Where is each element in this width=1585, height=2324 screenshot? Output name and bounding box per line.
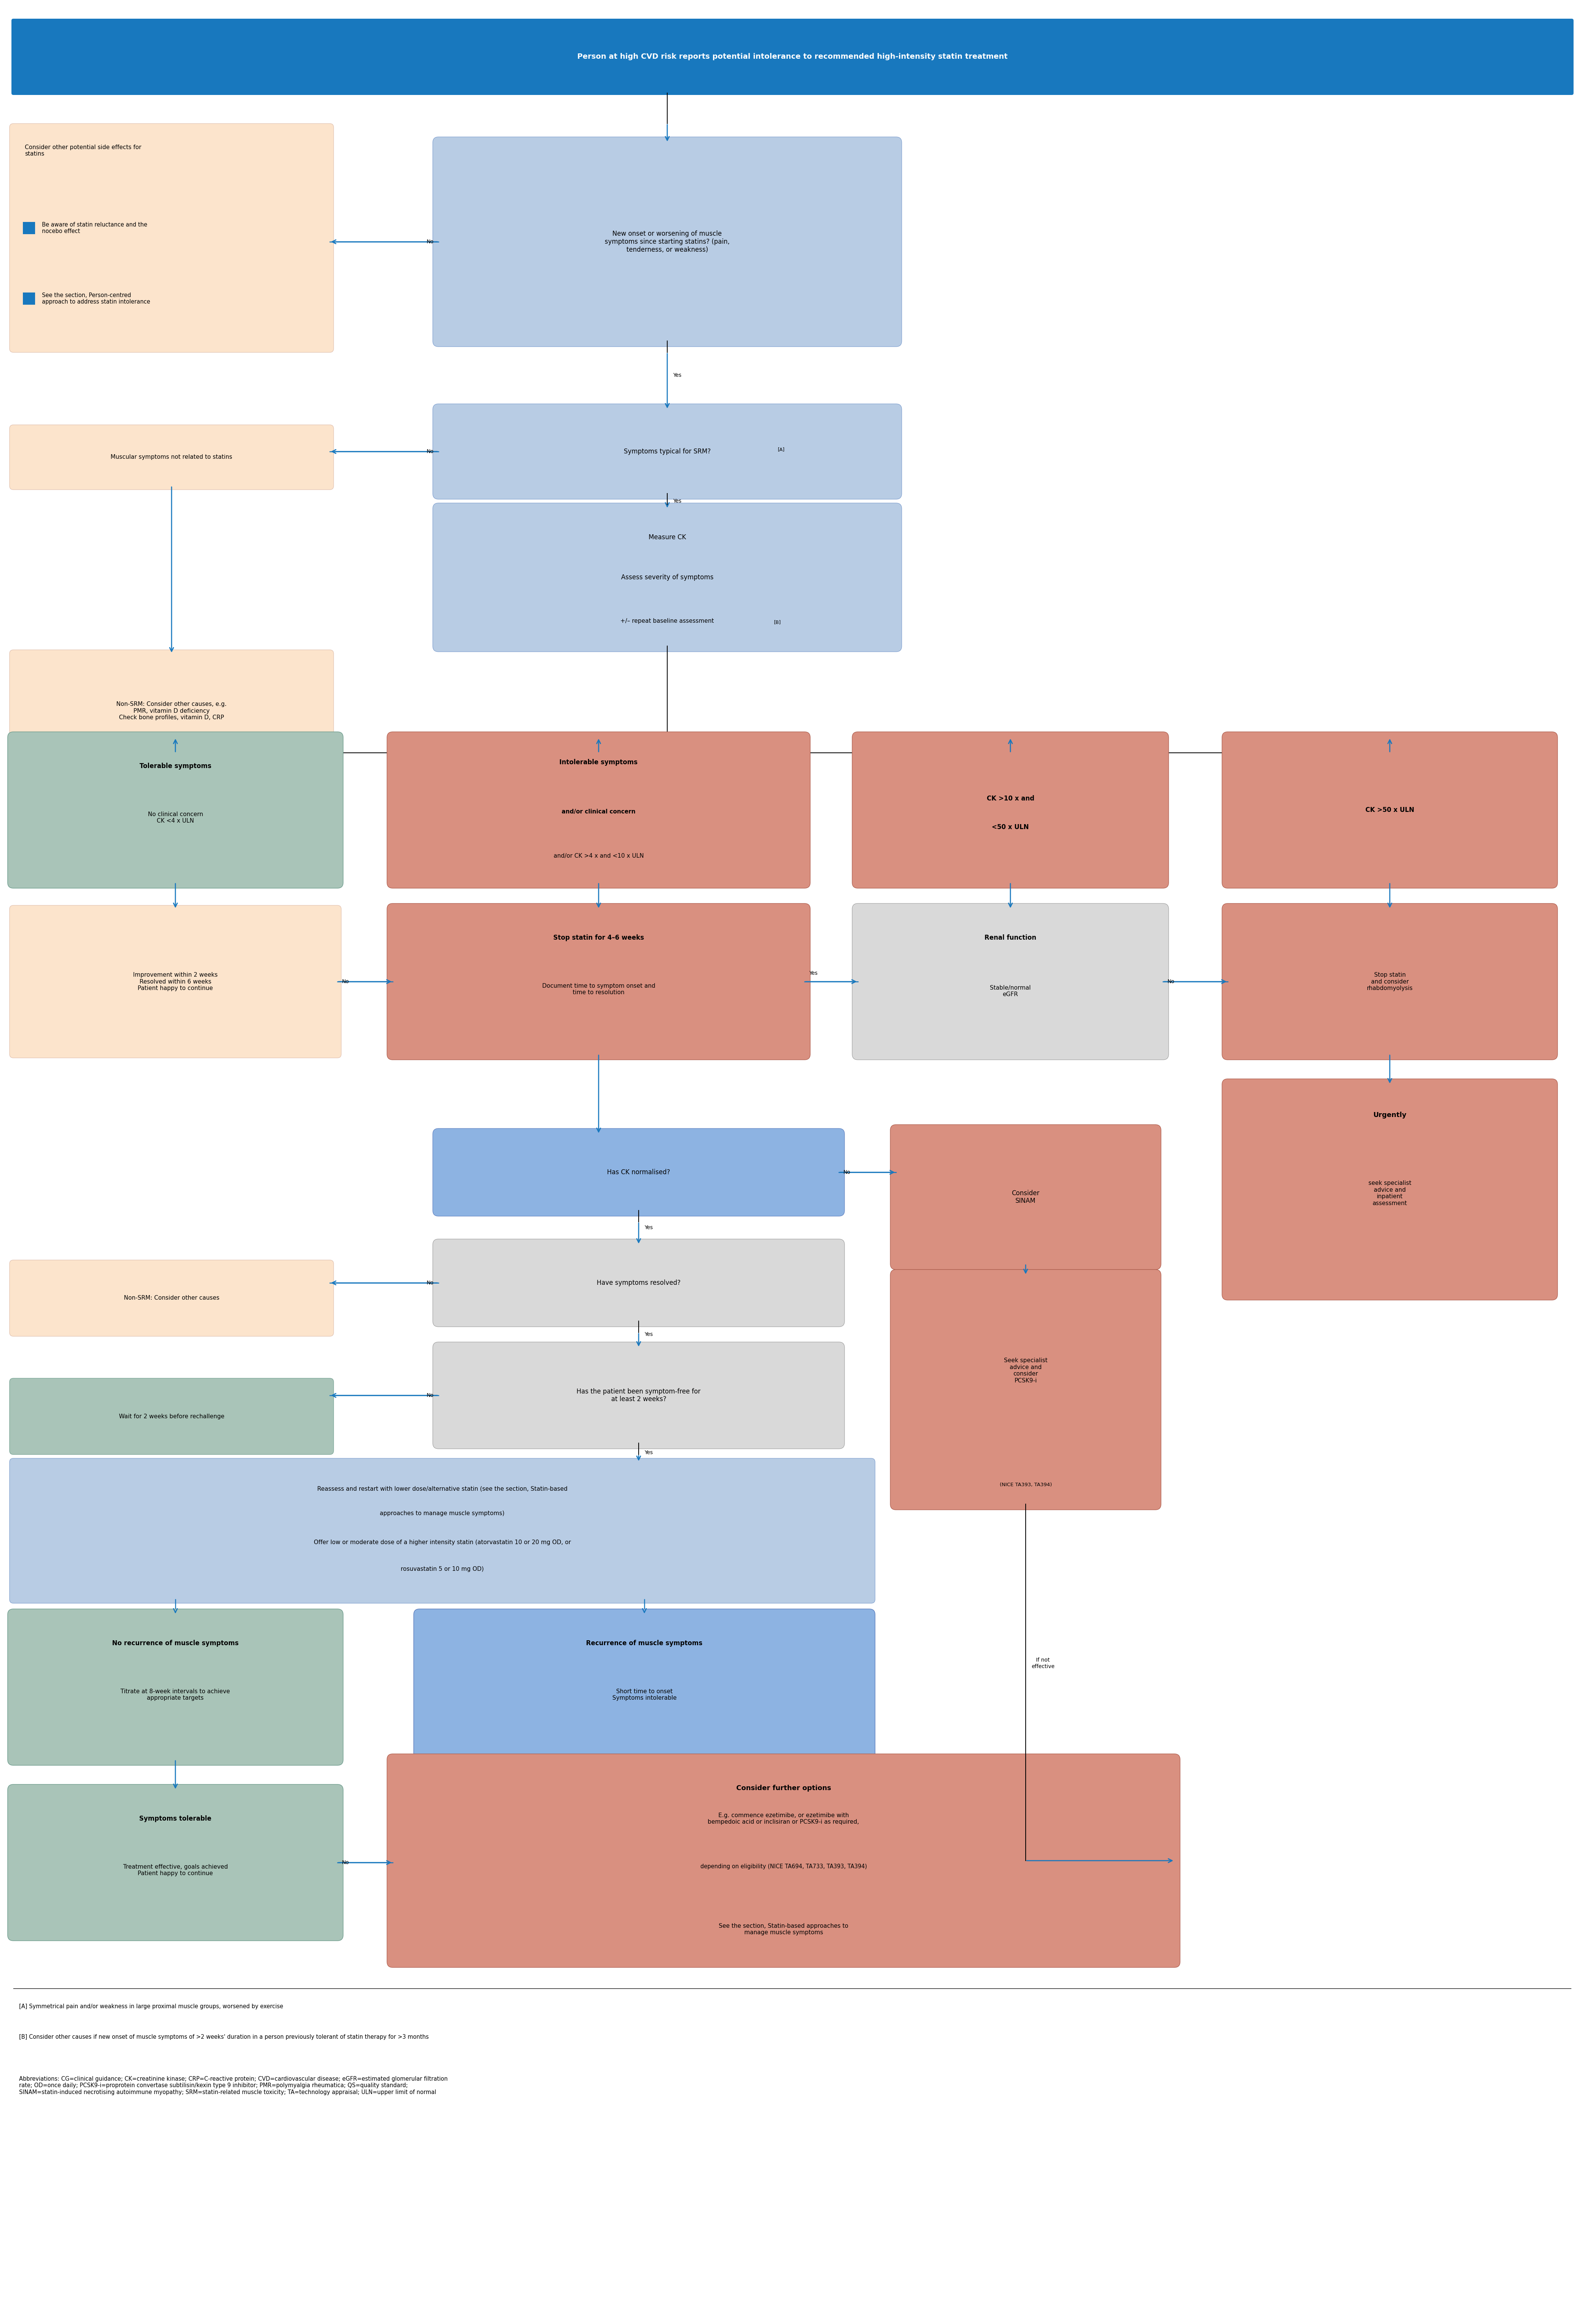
Text: and/or clinical concern: and/or clinical concern <box>561 809 636 816</box>
FancyBboxPatch shape <box>414 1608 875 1766</box>
Text: Seek specialist
advice and
consider
PCSK9-i: Seek specialist advice and consider PCSK… <box>1003 1357 1048 1383</box>
Text: Yes: Yes <box>645 1225 653 1229</box>
FancyBboxPatch shape <box>433 137 902 346</box>
Text: Renal function: Renal function <box>984 934 1037 941</box>
FancyBboxPatch shape <box>891 1125 1160 1269</box>
Text: Yes: Yes <box>808 971 818 976</box>
Text: Abbreviations: CG=clinical guidance; CK=creatinine kinase; CRP=C-reactive protei: Abbreviations: CG=clinical guidance; CK=… <box>19 2075 447 2096</box>
FancyBboxPatch shape <box>10 425 333 490</box>
Text: CK >50 x ULN: CK >50 x ULN <box>1365 806 1414 813</box>
Text: Measure CK: Measure CK <box>648 535 686 541</box>
Text: Consider further options: Consider further options <box>735 1785 831 1792</box>
Text: Non-SRM: Consider other causes: Non-SRM: Consider other causes <box>124 1294 219 1301</box>
Text: No: No <box>426 239 434 244</box>
Text: Symptoms tolerable: Symptoms tolerable <box>139 1815 211 1822</box>
FancyBboxPatch shape <box>433 1341 845 1448</box>
Text: Stop statin
and consider
rhabdomyolysis: Stop statin and consider rhabdomyolysis <box>1366 971 1412 990</box>
FancyBboxPatch shape <box>853 732 1168 888</box>
Text: Yes: Yes <box>674 497 682 504</box>
FancyBboxPatch shape <box>1222 732 1558 888</box>
FancyBboxPatch shape <box>10 651 333 772</box>
Text: Consider
SINAM: Consider SINAM <box>1011 1190 1040 1204</box>
Text: Symptoms typical for SRM?: Symptoms typical for SRM? <box>624 449 710 456</box>
Text: [B] Consider other causes if new onset of muscle symptoms of >2 weeks' duration : [B] Consider other causes if new onset o… <box>19 2034 430 2040</box>
Text: +/– repeat baseline assessment: +/– repeat baseline assessment <box>620 618 713 625</box>
Text: Short time to onset
Symptoms intolerable: Short time to onset Symptoms intolerable <box>612 1690 677 1701</box>
Text: Yes: Yes <box>674 372 682 379</box>
FancyBboxPatch shape <box>853 904 1168 1060</box>
Text: Has CK normalised?: Has CK normalised? <box>607 1169 670 1176</box>
Text: No: No <box>843 1169 851 1176</box>
FancyBboxPatch shape <box>1222 1078 1558 1299</box>
FancyBboxPatch shape <box>8 732 344 888</box>
Text: New onset or worsening of muscle
symptoms since starting statins? (pain,
tendern: New onset or worsening of muscle symptom… <box>605 230 729 253</box>
Text: Have symptoms resolved?: Have symptoms resolved? <box>596 1281 680 1285</box>
Text: Reassess and restart with lower dose/alternative statin (see the section, Statin: Reassess and restart with lower dose/alt… <box>317 1485 567 1492</box>
Text: Has the patient been symptom-free for
at least 2 weeks?: Has the patient been symptom-free for at… <box>577 1387 701 1404</box>
Text: Tolerable symptoms: Tolerable symptoms <box>139 762 211 769</box>
Text: [B]: [B] <box>773 621 781 625</box>
Text: Yes: Yes <box>645 1450 653 1455</box>
Text: Stop statin for 4–6 weeks: Stop statin for 4–6 weeks <box>553 934 644 941</box>
Text: No: No <box>426 1392 434 1399</box>
Text: Assess severity of symptoms: Assess severity of symptoms <box>621 574 713 581</box>
Text: Intolerable symptoms: Intolerable symptoms <box>560 760 637 767</box>
Text: <50 x ULN: <50 x ULN <box>992 823 1029 830</box>
Text: Offer low or moderate dose of a higher intensity statin (atorvastatin 10 or 20 m: Offer low or moderate dose of a higher i… <box>314 1538 571 1545</box>
FancyBboxPatch shape <box>10 1459 875 1604</box>
Text: No: No <box>342 978 349 985</box>
FancyBboxPatch shape <box>433 1129 845 1215</box>
Text: depending on eligibility (NICE TA694, TA733, TA393, TA394): depending on eligibility (NICE TA694, TA… <box>701 1864 867 1868</box>
Text: Urgently: Urgently <box>1373 1111 1406 1118</box>
FancyBboxPatch shape <box>11 19 1574 95</box>
Bar <box>22 223 35 235</box>
Text: Document time to symptom onset and
time to resolution: Document time to symptom onset and time … <box>542 983 655 995</box>
Text: Consider other potential side effects for
statins: Consider other potential side effects fo… <box>25 144 141 158</box>
Text: No: No <box>426 449 434 453</box>
FancyBboxPatch shape <box>387 732 810 888</box>
Text: Treatment effective, goals achieved
Patient happy to continue: Treatment effective, goals achieved Pati… <box>124 1864 228 1875</box>
Text: [A]: [A] <box>778 446 785 453</box>
FancyBboxPatch shape <box>433 502 902 651</box>
Text: No recurrence of muscle symptoms: No recurrence of muscle symptoms <box>113 1641 239 1648</box>
Text: If not
effective: If not effective <box>1032 1657 1054 1669</box>
Text: Person at high CVD risk reports potential intolerance to recommended high-intens: Person at high CVD risk reports potentia… <box>577 53 1008 60</box>
FancyBboxPatch shape <box>10 906 341 1057</box>
FancyBboxPatch shape <box>10 1378 333 1455</box>
FancyBboxPatch shape <box>8 1785 344 1941</box>
Text: No: No <box>342 1859 349 1866</box>
Text: Muscular symptoms not related to statins: Muscular symptoms not related to statins <box>111 456 233 460</box>
Text: Non-SRM: Consider other causes, e.g.
PMR, vitamin D deficiency
Check bone profil: Non-SRM: Consider other causes, e.g. PMR… <box>116 702 227 720</box>
FancyBboxPatch shape <box>1222 904 1558 1060</box>
Text: No: No <box>426 1281 434 1285</box>
Text: Yes: Yes <box>645 1332 653 1336</box>
FancyBboxPatch shape <box>387 1755 1181 1968</box>
Text: Titrate at 8-week intervals to achieve
appropriate targets: Titrate at 8-week intervals to achieve a… <box>120 1690 230 1701</box>
FancyBboxPatch shape <box>433 1239 845 1327</box>
FancyBboxPatch shape <box>387 904 810 1060</box>
Text: Improvement within 2 weeks
Resolved within 6 weeks
Patient happy to continue: Improvement within 2 weeks Resolved with… <box>133 971 217 990</box>
FancyBboxPatch shape <box>891 1269 1160 1511</box>
Text: (NICE TA393, TA394): (NICE TA393, TA394) <box>1000 1483 1052 1487</box>
FancyBboxPatch shape <box>8 1608 344 1766</box>
FancyBboxPatch shape <box>433 404 902 500</box>
Text: and/or CK >4 x and <10 x ULN: and/or CK >4 x and <10 x ULN <box>553 853 644 858</box>
Bar <box>22 293 35 304</box>
Text: approaches to manage muscle symptoms): approaches to manage muscle symptoms) <box>380 1511 504 1518</box>
Text: See the section, Person-centred
approach to address statin intolerance: See the section, Person-centred approach… <box>41 293 151 304</box>
Text: No: No <box>1168 978 1174 985</box>
Text: CK >10 x and: CK >10 x and <box>986 795 1033 802</box>
FancyBboxPatch shape <box>10 1260 333 1336</box>
Text: See the section, Statin-based approaches to
manage muscle symptoms: See the section, Statin-based approaches… <box>718 1924 848 1936</box>
Text: Stable/normal
eGFR: Stable/normal eGFR <box>991 985 1030 997</box>
Text: Be aware of statin reluctance and the
nocebo effect: Be aware of statin reluctance and the no… <box>41 221 147 235</box>
Text: No clinical concern
CK <4 x ULN: No clinical concern CK <4 x ULN <box>147 811 203 823</box>
Text: seek specialist
advice and
inpatient
assessment: seek specialist advice and inpatient ass… <box>1368 1181 1411 1206</box>
Text: rosuvastatin 5 or 10 mg OD): rosuvastatin 5 or 10 mg OD) <box>401 1566 483 1571</box>
Text: E.g. commence ezetimibe, or ezetimibe with
bempedoic acid or inclisiran or PCSK9: E.g. commence ezetimibe, or ezetimibe wi… <box>708 1813 859 1824</box>
FancyBboxPatch shape <box>10 123 333 353</box>
Text: Wait for 2 weeks before rechallenge: Wait for 2 weeks before rechallenge <box>119 1413 225 1420</box>
Text: Recurrence of muscle symptoms: Recurrence of muscle symptoms <box>586 1641 702 1648</box>
Text: [A] Symmetrical pain and/or weakness in large proximal muscle groups, worsened b: [A] Symmetrical pain and/or weakness in … <box>19 2003 284 2010</box>
